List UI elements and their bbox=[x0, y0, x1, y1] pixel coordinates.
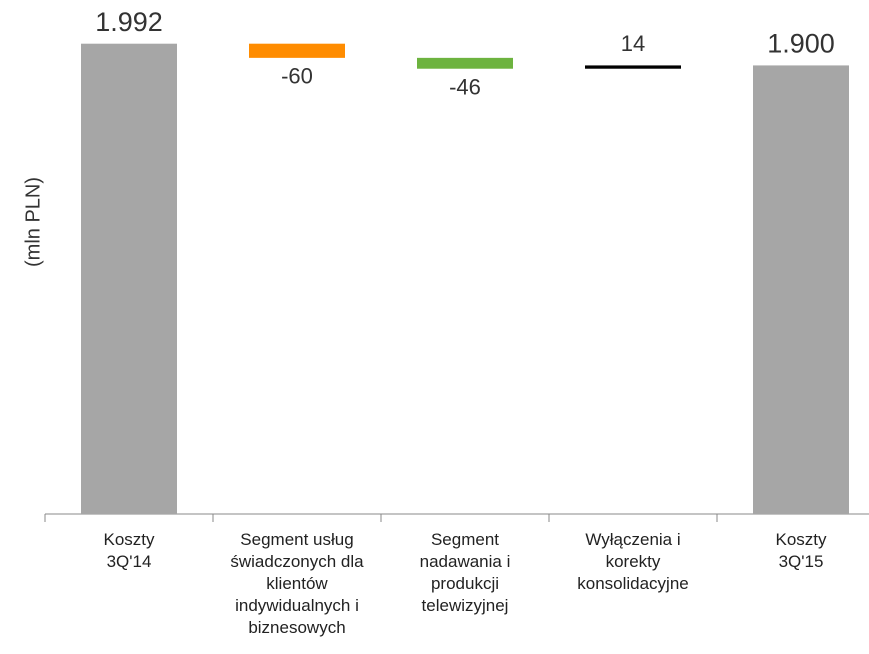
x-tick-label: Segment nadawania i produkcji telewizyjn… bbox=[419, 530, 511, 615]
x-tick-label: Koszty 3Q'14 bbox=[103, 530, 155, 571]
bar bbox=[585, 65, 681, 69]
data-label: 1.900 bbox=[767, 29, 835, 59]
data-label: 1.992 bbox=[95, 7, 163, 37]
x-tick-label: Koszty 3Q'15 bbox=[775, 530, 827, 571]
y-axis-label: (mln PLN) bbox=[22, 177, 44, 267]
bar bbox=[417, 57, 513, 69]
bar bbox=[753, 65, 849, 514]
data-label: -60 bbox=[281, 64, 313, 89]
x-tick-label: Wyłączenia i korekty konsolidacyjne bbox=[577, 530, 689, 593]
bar bbox=[249, 43, 345, 58]
bar bbox=[81, 43, 177, 514]
data-label: 14 bbox=[621, 31, 645, 56]
x-tick-label: Segment usług świadczonych dla klientów … bbox=[230, 530, 364, 637]
data-label: -46 bbox=[449, 75, 481, 100]
